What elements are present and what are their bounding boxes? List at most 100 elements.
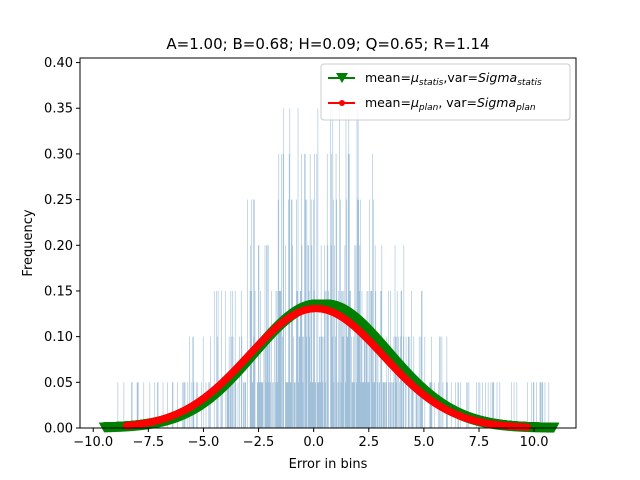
histogram-bar bbox=[316, 382, 318, 428]
histogram-bar bbox=[325, 290, 327, 428]
plot-frame bbox=[79, 57, 577, 429]
histogram-bar bbox=[319, 336, 320, 428]
legend: mean=μstatis,var=Sigmastatis mean=μplan,… bbox=[320, 63, 571, 121]
histogram-bar bbox=[328, 290, 329, 428]
histogram-bar bbox=[439, 336, 441, 428]
histogram-bar bbox=[429, 382, 431, 428]
histogram-bar bbox=[263, 336, 265, 428]
histogram-bar bbox=[548, 382, 550, 428]
histogram-bar bbox=[499, 382, 501, 428]
histogram-bar bbox=[289, 108, 291, 428]
histogram-bar bbox=[339, 108, 340, 428]
histogram-bar bbox=[250, 245, 251, 428]
legend-plan-part-sub1: plan bbox=[418, 103, 439, 113]
histogram-bar bbox=[254, 199, 255, 428]
histogram-bar bbox=[300, 290, 302, 428]
histogram-bar bbox=[306, 199, 308, 428]
legend-plan-part-mu: μ bbox=[410, 95, 419, 110]
histogram-bar bbox=[258, 245, 259, 428]
histogram-bar bbox=[397, 336, 399, 428]
histogram-bar bbox=[457, 382, 459, 428]
histogram-bar bbox=[363, 382, 364, 428]
histogram-bar bbox=[391, 382, 393, 428]
histogram-bar bbox=[375, 290, 377, 428]
histogram-bar bbox=[296, 290, 298, 428]
histogram-bar bbox=[275, 382, 276, 428]
histogram-bar bbox=[149, 382, 151, 428]
histogram-bar bbox=[466, 382, 468, 428]
histogram-bar bbox=[361, 336, 362, 428]
histogram-bar bbox=[307, 245, 309, 428]
histogram-bar bbox=[304, 153, 306, 428]
legend-label-statis: mean=μstatis,var=Sigmastatis bbox=[365, 70, 542, 88]
histogram-bar bbox=[265, 382, 267, 428]
histogram-bar bbox=[320, 245, 322, 428]
histogram-bar bbox=[310, 199, 312, 428]
histogram-bar bbox=[412, 382, 414, 428]
histogram-bar bbox=[311, 245, 313, 428]
histogram-bar bbox=[370, 290, 372, 428]
histogram-bar bbox=[416, 382, 417, 428]
histogram-bar bbox=[368, 382, 369, 428]
x-tick-label: 7.5 bbox=[469, 435, 490, 450]
histogram-bar bbox=[216, 290, 217, 428]
histogram-bar bbox=[192, 336, 194, 428]
histogram-bar bbox=[361, 290, 363, 428]
histogram-bar bbox=[369, 290, 371, 428]
histogram-bar bbox=[304, 153, 305, 428]
histogram-bar bbox=[492, 382, 494, 428]
histogram-bar bbox=[309, 336, 310, 428]
histogram-bar bbox=[490, 382, 492, 428]
histogram-bar bbox=[277, 199, 279, 428]
histogram-bar bbox=[192, 336, 194, 428]
histogram-bar bbox=[232, 290, 233, 428]
histogram-bar bbox=[431, 336, 432, 428]
histogram-bar bbox=[269, 336, 270, 428]
histogram-bar bbox=[383, 382, 385, 428]
histogram-bar bbox=[359, 245, 361, 428]
histogram-bar bbox=[286, 382, 288, 428]
histogram-bar bbox=[278, 290, 280, 428]
histogram-bar bbox=[276, 336, 277, 428]
histogram-bar bbox=[239, 336, 240, 428]
histogram-bar bbox=[394, 245, 396, 428]
histogram-bar bbox=[347, 336, 348, 428]
histogram-bar bbox=[352, 382, 353, 428]
histogram-bar bbox=[359, 199, 361, 428]
histogram-bar bbox=[243, 382, 245, 428]
histogram-bar bbox=[281, 153, 282, 428]
histogram-bar bbox=[467, 382, 469, 428]
histogram-bar bbox=[383, 382, 384, 428]
histogram-bar bbox=[280, 290, 282, 428]
histogram-bar bbox=[351, 382, 353, 428]
histogram-bar bbox=[367, 290, 369, 428]
histogram-bar bbox=[411, 382, 413, 428]
histogram-bar bbox=[298, 336, 300, 428]
histogram-bar bbox=[377, 382, 378, 428]
histogram-bar bbox=[391, 382, 393, 428]
histogram-bar bbox=[485, 382, 486, 428]
histogram-bar bbox=[380, 290, 382, 428]
histogram-bar bbox=[288, 153, 290, 428]
histogram-bar bbox=[285, 245, 286, 428]
histogram-bar bbox=[331, 336, 333, 428]
histogram-bar bbox=[372, 153, 373, 428]
histogram-bar bbox=[376, 336, 378, 428]
legend-statis-part-var: ,var= bbox=[443, 70, 478, 85]
histogram-bar bbox=[301, 245, 303, 428]
x-tick-label: −10.0 bbox=[73, 435, 113, 450]
histogram-bar bbox=[405, 382, 406, 428]
histogram-bar bbox=[184, 382, 186, 428]
histogram-bar bbox=[272, 382, 274, 428]
histogram-bar bbox=[293, 336, 294, 428]
histogram-bar bbox=[272, 382, 274, 428]
histogram-bar bbox=[335, 153, 337, 428]
histogram-bar bbox=[355, 245, 357, 428]
y-tick-label: 0.40 bbox=[44, 56, 73, 71]
histogram-bar bbox=[492, 382, 493, 428]
x-tick-label: 5.0 bbox=[414, 435, 435, 450]
histogram-bar bbox=[439, 336, 441, 428]
histogram-bar bbox=[446, 336, 448, 428]
histogram-bar bbox=[253, 199, 254, 428]
